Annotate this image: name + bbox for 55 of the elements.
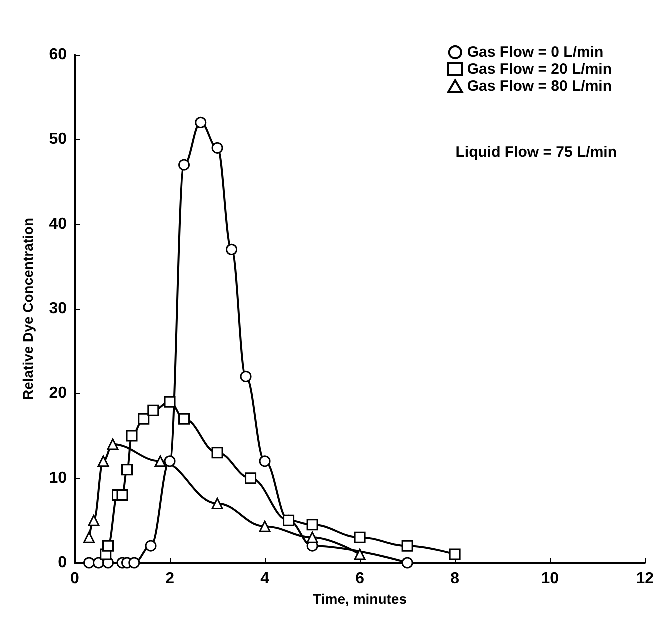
point: [259, 520, 271, 532]
annotation: Liquid Flow = 75 L/min: [456, 144, 618, 161]
point: [84, 557, 96, 569]
point: [84, 532, 96, 544]
point: [148, 404, 160, 416]
point: [354, 548, 366, 560]
point: [449, 548, 461, 560]
point: [212, 498, 224, 510]
point: [306, 519, 318, 531]
point: [306, 532, 318, 544]
x-tick-label: 4: [260, 570, 270, 588]
legend-label: Gas Flow = 0 L/min: [467, 44, 604, 61]
point: [98, 456, 110, 468]
x-tick-label: 0: [70, 570, 80, 588]
point: [226, 244, 238, 256]
y-tick-label: 60: [49, 46, 68, 64]
point: [283, 514, 295, 526]
x-tick-label: 12: [636, 570, 654, 588]
point: [164, 456, 176, 468]
point: [195, 116, 207, 128]
y-tick-label: 40: [49, 216, 68, 233]
point: [102, 540, 114, 552]
y-tick-label: 10: [49, 470, 68, 487]
point: [178, 413, 190, 425]
y-axis-title: Relative Dye Concentration: [20, 218, 36, 400]
point: [138, 413, 150, 425]
legend-label: Gas Flow = 80 L/min: [467, 78, 612, 95]
point: [245, 472, 257, 484]
point: [88, 514, 100, 526]
point: [354, 532, 366, 544]
y-tick-label: 30: [49, 300, 68, 318]
point: [212, 142, 224, 154]
y-tick-label: 20: [49, 385, 68, 402]
x-tick-label: 8: [450, 570, 460, 588]
y-tick-label: 50: [49, 131, 68, 148]
y-tick-label: 0: [58, 554, 68, 572]
x-axis-title: Time, minutes: [313, 590, 408, 607]
point: [164, 396, 176, 408]
point: [122, 464, 134, 476]
point: [178, 159, 190, 171]
point: [212, 447, 224, 459]
point: [402, 557, 414, 569]
point: [154, 456, 166, 468]
legend-label: Gas Flow = 20 L/min: [467, 61, 612, 78]
point: [116, 490, 128, 502]
x-tick-label: 6: [356, 570, 365, 588]
point: [107, 438, 119, 450]
point: [126, 430, 138, 442]
point: [128, 557, 140, 569]
point: [259, 456, 271, 468]
point: [240, 370, 252, 382]
x-tick-label: 2: [166, 570, 175, 588]
point: [402, 540, 414, 552]
point: [145, 540, 157, 552]
x-tick-label: 10: [541, 570, 560, 588]
